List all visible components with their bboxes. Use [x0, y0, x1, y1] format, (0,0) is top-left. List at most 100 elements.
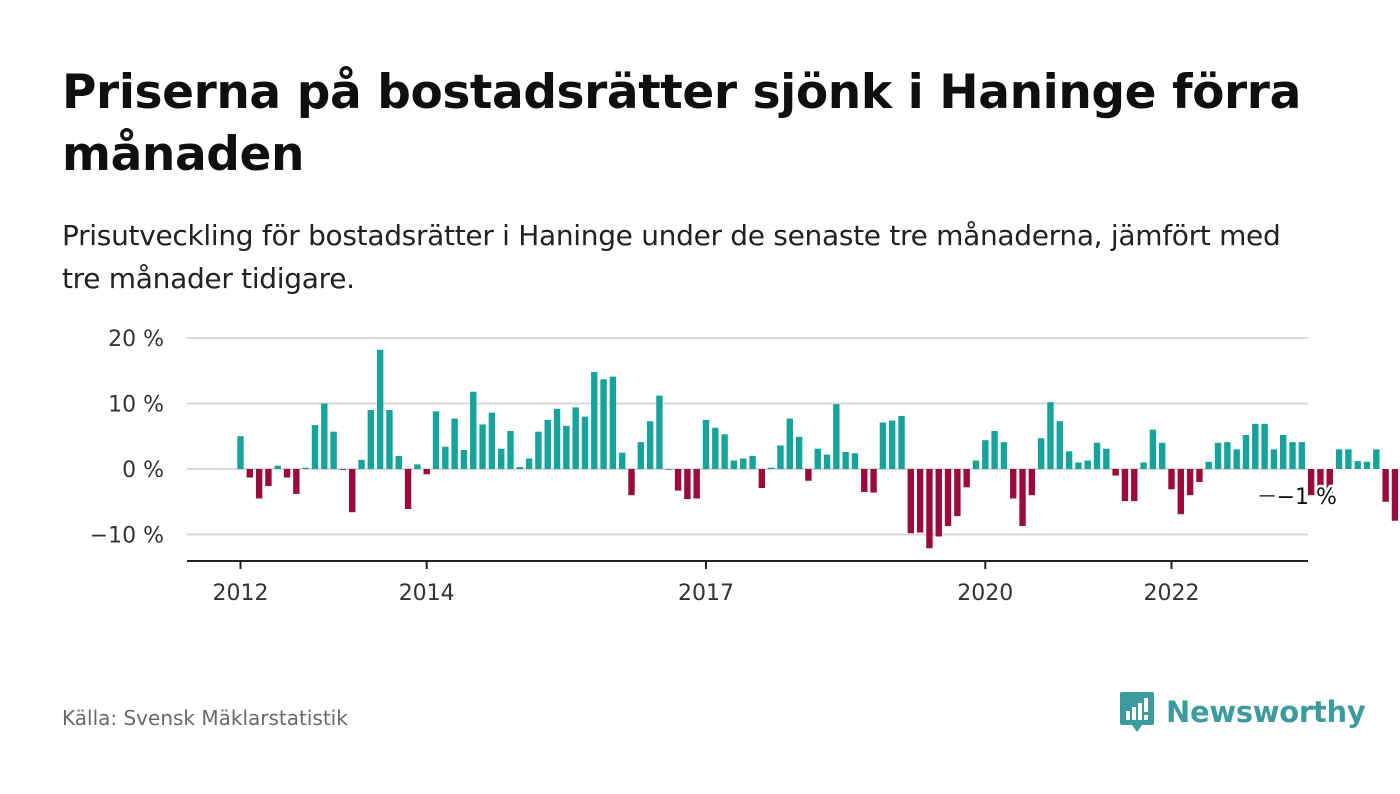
bar: [721, 434, 728, 469]
bar: [1307, 469, 1315, 496]
bar: [1000, 442, 1008, 469]
bar: [935, 469, 942, 537]
brand-logo[interactable]: Newsworthy: [1118, 690, 1366, 734]
bar: [1112, 469, 1119, 476]
bar: [255, 469, 263, 499]
bar: [1326, 469, 1333, 496]
bar: [991, 431, 998, 469]
bar: [805, 469, 812, 481]
bar: [1298, 442, 1306, 469]
bar: [879, 422, 887, 469]
bar: [889, 420, 896, 469]
bar: [414, 464, 421, 469]
bar: [814, 448, 821, 469]
bar: [1149, 429, 1157, 469]
bar: [1047, 402, 1054, 469]
bar: [1233, 449, 1240, 469]
x-tick-label: 2020: [957, 581, 1013, 606]
bar: [1168, 469, 1175, 490]
x-tick-label: 2012: [213, 581, 269, 606]
bar: [479, 424, 486, 469]
bar: [823, 454, 831, 469]
x-tick-label: 2014: [399, 581, 455, 606]
bar: [1363, 461, 1371, 469]
x-axis: 2012 2014 2017 2020 2022: [187, 560, 1308, 606]
bar: [1345, 449, 1352, 469]
bar: [311, 425, 319, 469]
bar: [321, 403, 328, 469]
bar: [367, 410, 375, 469]
bar: [302, 467, 309, 469]
bar: [1214, 442, 1222, 469]
bar: [1158, 442, 1166, 469]
bar: [954, 469, 961, 517]
bar: [1103, 448, 1110, 469]
y-tick-label: 10 %: [108, 393, 164, 418]
bar: [1261, 423, 1268, 470]
bar: [730, 460, 738, 470]
bar: [1354, 461, 1361, 469]
bar: [944, 469, 952, 526]
bar: [460, 450, 468, 469]
bar: [907, 469, 915, 534]
bar: [488, 412, 496, 469]
bar: [423, 469, 430, 475]
y-tick-label: −10 %: [90, 524, 164, 549]
newsworthy-icon: [1120, 692, 1154, 732]
bar: [833, 404, 840, 469]
brand-name: Newsworthy: [1166, 695, 1366, 729]
bar: [926, 469, 933, 549]
annotation: −1 %: [1259, 482, 1339, 512]
bar: [1037, 438, 1045, 470]
bar: [404, 469, 412, 509]
bar-chart: 20 % 10 % 0 % −10 % 2012 2014 2017 2020 2022 −1…: [90, 327, 1399, 606]
bar: [786, 418, 793, 469]
bar: [674, 469, 682, 491]
bar: [870, 469, 877, 493]
bar: [1391, 469, 1399, 521]
bar: [581, 416, 589, 469]
bar: [1075, 462, 1082, 469]
bar: [1373, 449, 1380, 469]
bar: [693, 469, 700, 499]
chart-subtitle: Prisutveckling för bostadsrätter i Hanin…: [62, 219, 1281, 295]
bar: [1270, 449, 1278, 469]
bar: [246, 469, 254, 478]
bar: [535, 431, 542, 469]
bar: [749, 455, 756, 469]
bar: [293, 469, 300, 494]
bar: [432, 411, 440, 469]
y-tick-label: 0 %: [122, 458, 164, 483]
bar: [358, 459, 365, 469]
x-tick-label: 2022: [1144, 581, 1200, 606]
bar: [963, 469, 970, 488]
bar: [637, 442, 645, 469]
bar: [1010, 469, 1017, 499]
bar: [237, 436, 244, 469]
bar: [451, 418, 458, 469]
y-axis-labels: 20 % 10 % 0 % −10 %: [90, 327, 164, 549]
x-tick-label: 2017: [678, 581, 734, 606]
bar: [376, 349, 384, 469]
bar: [349, 469, 356, 513]
bar: [330, 431, 337, 469]
bar: [265, 469, 272, 487]
bar: [544, 419, 551, 470]
bar: [1131, 469, 1138, 502]
bar: [1280, 434, 1287, 469]
bar: [972, 460, 980, 470]
bar: [1056, 421, 1063, 469]
bar: [777, 445, 784, 469]
bar: [507, 431, 514, 469]
bar: [842, 451, 849, 469]
bar: [628, 469, 635, 496]
chart-title: Priserna på bostadsrätter sjönk i Haning…: [62, 65, 1301, 182]
bar: [470, 391, 477, 469]
bar: [1205, 461, 1212, 469]
bar: [283, 469, 291, 478]
source-note: Källa: Svensk Mäklarstatistik: [62, 706, 348, 730]
bar: [274, 465, 281, 469]
bar: [1121, 469, 1129, 502]
bar: [795, 436, 803, 469]
bar: [767, 467, 775, 469]
